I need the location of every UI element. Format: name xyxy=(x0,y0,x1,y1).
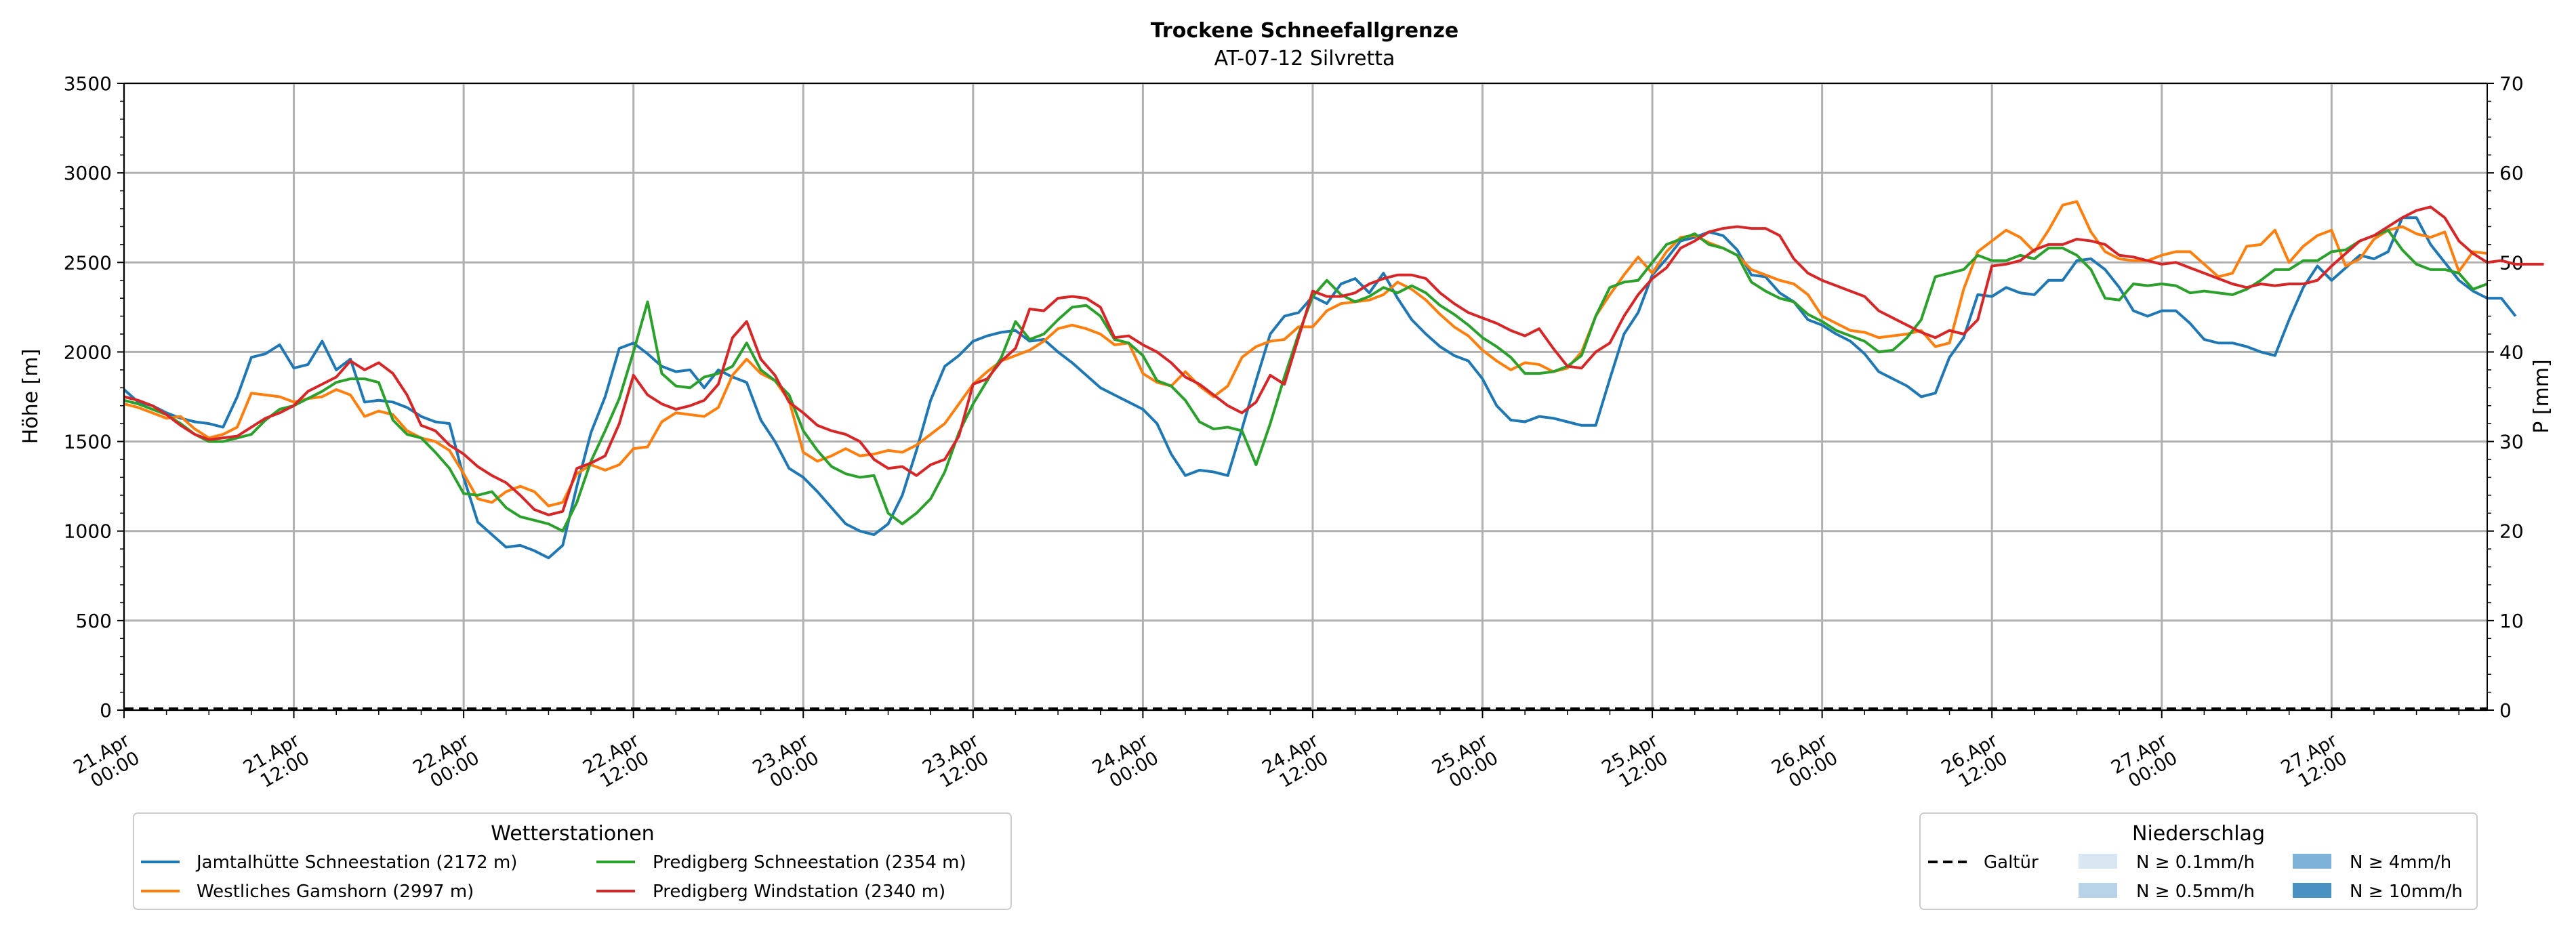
y-tick-label-left: 1000 xyxy=(64,520,112,543)
chart-subtitle: AT-07-12 Silvretta xyxy=(1214,47,1395,70)
x-tick-label: 26.Apr12:00 xyxy=(1938,730,2012,796)
y-tick-label-left: 500 xyxy=(76,610,112,632)
legend-label-predigberg-schnee: Predigberg Schneestation (2354 m) xyxy=(653,852,966,873)
y-tick-label-left: 1500 xyxy=(64,431,112,453)
x-tick-label: 26.Apr00:00 xyxy=(1768,730,1842,796)
grid xyxy=(123,82,2487,711)
y-axis-left: 0 500 1000 1500 2000 2500 3000 3500 xyxy=(64,73,124,722)
y-tick-label-right: 30 xyxy=(2499,431,2524,453)
x-tick-label: 27.Apr12:00 xyxy=(2278,730,2352,796)
y-tick-label-right: 0 xyxy=(2499,699,2512,722)
legend-label-jamtal: Jamtalhütte Schneestation (2172 m) xyxy=(195,852,517,873)
plot-frame xyxy=(123,83,2488,711)
y-tick-label-right: 60 xyxy=(2499,162,2524,184)
y-axis-label-right: P [mm] xyxy=(2530,359,2554,433)
y-tick-label-left: 0 xyxy=(100,699,112,722)
legend-label-gamshorn: Westliches Gamshorn (2997 m) xyxy=(197,882,474,902)
series-line-2 xyxy=(123,228,2488,533)
x-tick-label: 25.Apr12:00 xyxy=(1598,730,1672,796)
legend-swatch-precip-4 xyxy=(2293,854,2331,869)
x-tick-label: 25.Apr00:00 xyxy=(1429,730,1502,796)
legend-precip-frame xyxy=(1919,812,2478,910)
x-tick-label: 24.Apr00:00 xyxy=(1089,730,1163,796)
y-tick-label-left: 2500 xyxy=(64,251,112,274)
series-line-1 xyxy=(123,200,2488,508)
series-line-3 xyxy=(123,205,2544,516)
x-tick-label: 22.Apr00:00 xyxy=(409,730,483,796)
series-lines xyxy=(123,200,2544,560)
legend-label-precip-10: N ≥ 10mm/h xyxy=(2350,882,2463,902)
x-tick-label: 24.Apr12:00 xyxy=(1259,730,1332,796)
legend-swatch-precip-10 xyxy=(2293,883,2331,898)
legend-label-galtur: Galtür xyxy=(1984,852,2039,873)
legend-stations: Wetterstationen Jamtalhütte Schneestatio… xyxy=(133,812,1012,910)
y-tick-label-right: 20 xyxy=(2499,520,2524,543)
legend-label-predigberg-wind: Predigberg Windstation (2340 m) xyxy=(653,882,945,902)
legend-stations-frame xyxy=(133,812,1012,910)
x-tick-label: 21.Apr00:00 xyxy=(70,730,144,796)
y-tick-label-left: 3000 xyxy=(64,162,112,184)
legend-precip-title: Niederschlag xyxy=(2132,822,2265,846)
y-tick-label-left: 2000 xyxy=(64,341,112,363)
series-line-0 xyxy=(123,216,2517,560)
chart-title: Trockene Schneefallgrenze xyxy=(1151,19,1458,43)
x-tick-label: 23.Apr00:00 xyxy=(750,730,823,796)
legend-swatch-precip-01 xyxy=(2079,854,2117,869)
x-tick-label: 21.Apr12:00 xyxy=(240,730,314,796)
legend-label-precip-01: N ≥ 0.1mm/h xyxy=(2136,852,2255,873)
y-axis-label-left: Höhe [m] xyxy=(19,349,43,445)
y-tick-label-right: 40 xyxy=(2499,341,2524,363)
legend-stations-title: Wetterstationen xyxy=(491,822,654,846)
x-tick-label: 27.Apr00:00 xyxy=(2108,730,2182,796)
y-tick-label-right: 70 xyxy=(2499,73,2524,95)
y-tick-label-right: 10 xyxy=(2499,610,2524,632)
legend-label-precip-4: N ≥ 4mm/h xyxy=(2350,852,2451,873)
x-axis: 21.Apr00:00 21.Apr12:00 22.Apr00:00 22.Apr1… xyxy=(70,710,2459,796)
legend-swatch-precip-05 xyxy=(2079,883,2117,898)
legend-label-precip-05: N ≥ 0.5mm/h xyxy=(2136,882,2255,902)
x-tick-label: 23.Apr12:00 xyxy=(919,730,993,796)
x-tick-label: 22.Apr12:00 xyxy=(579,730,653,796)
legend-precip: Niederschlag Galtür N ≥ 0.1mm/h N ≥ 0.5m… xyxy=(1919,812,2478,910)
y-tick-label-left: 3500 xyxy=(64,73,112,95)
